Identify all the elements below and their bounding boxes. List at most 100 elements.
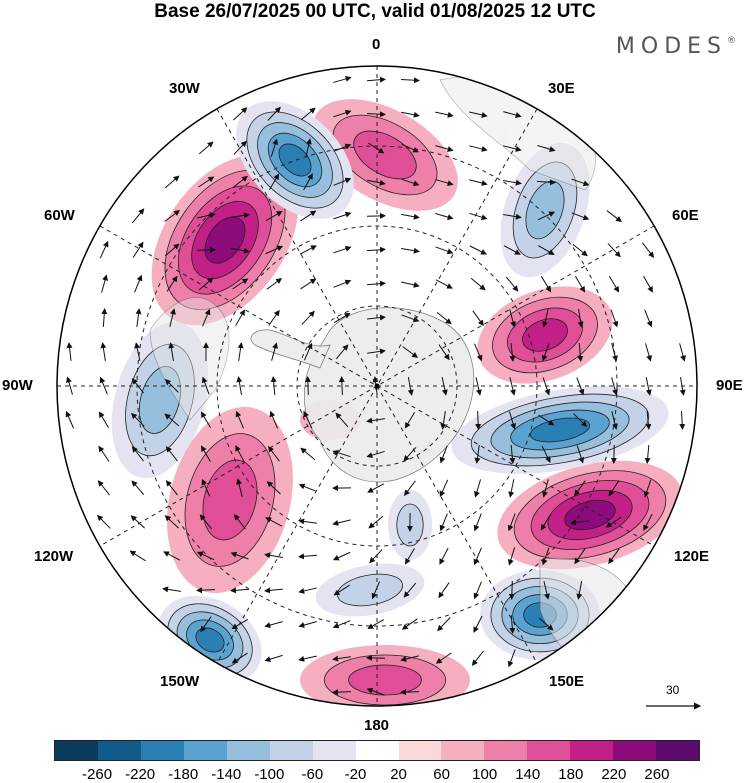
wind-vector <box>611 343 618 362</box>
wind-vector <box>605 516 622 528</box>
wind-vector <box>232 278 249 290</box>
colorbar-bin-0 <box>55 741 98 760</box>
wind-vector <box>571 212 590 221</box>
wind-vector <box>201 478 211 497</box>
lon-label-120e: 120E <box>674 548 710 565</box>
wind-vector <box>332 620 351 629</box>
wind-vector <box>335 412 349 428</box>
wind-vector <box>165 480 178 496</box>
wind-vector <box>541 445 551 463</box>
anomaly-contour <box>195 627 225 653</box>
wind-vector <box>475 410 482 430</box>
wind-vector <box>268 309 280 326</box>
colorbar-tick-label: -260 <box>82 766 113 783</box>
wind-vector <box>679 410 686 430</box>
wind-vector <box>438 582 450 599</box>
anomaly-contour <box>348 664 422 696</box>
wind-vector <box>233 140 247 155</box>
wind-vector <box>131 480 145 496</box>
wind-vector <box>169 308 176 327</box>
wind-vector <box>572 243 588 257</box>
wind-vector <box>132 241 144 258</box>
wind-vector <box>200 411 211 429</box>
wind-vector <box>470 277 486 291</box>
colorbar-tick-label: 180 <box>558 766 584 783</box>
wind-vector <box>404 547 415 565</box>
wind-vector <box>643 275 653 293</box>
wind-vector <box>129 550 146 562</box>
wind-vector <box>333 76 352 83</box>
wind-vector <box>333 245 352 254</box>
wind-vector <box>571 178 590 187</box>
wind-vector <box>303 342 313 361</box>
colorbar-bin-12 <box>570 741 614 760</box>
wind-vector <box>469 145 488 152</box>
wind-vector <box>469 212 488 221</box>
wind-vector <box>196 551 215 561</box>
wind-vector <box>369 549 383 564</box>
wind-vector <box>471 650 484 666</box>
wind-vector <box>540 276 552 293</box>
wind-vector <box>198 277 214 291</box>
wind-vector <box>509 614 516 634</box>
wind-vector <box>338 376 345 396</box>
wind-vector <box>435 145 454 152</box>
wind-vector <box>509 377 516 396</box>
reference-vector-label: 30 <box>666 683 680 697</box>
anomaly-contour <box>353 130 417 180</box>
wind-vector <box>230 551 249 560</box>
colorbar-tick-label: 60 <box>433 766 450 783</box>
wind-vector <box>266 210 283 222</box>
wind-vector <box>237 342 244 361</box>
wind-vector <box>130 412 145 427</box>
wind-vector <box>66 376 73 395</box>
colorbar <box>54 740 700 761</box>
wind-vector <box>537 245 555 255</box>
wind-vector <box>537 145 556 152</box>
wind-vector <box>264 587 284 594</box>
wind-vector <box>439 547 449 565</box>
anomaly-contour <box>522 318 568 352</box>
wind-vector <box>65 410 75 429</box>
pole-marker <box>374 383 380 389</box>
wind-vector <box>334 312 351 324</box>
wind-vector <box>440 411 447 430</box>
wind-vector <box>608 276 620 293</box>
wind-vector <box>509 309 516 328</box>
wind-vector <box>577 342 584 362</box>
wind-vector <box>439 513 448 532</box>
wind-vector <box>134 342 141 361</box>
wind-vector <box>400 655 419 662</box>
wind-vector <box>165 446 178 462</box>
wind-vector <box>264 552 283 559</box>
wind-vector <box>201 376 210 395</box>
wind-vector <box>366 280 386 287</box>
wind-vector <box>235 410 244 429</box>
wind-vector <box>439 445 448 464</box>
wind-vector <box>401 178 420 187</box>
wind-vector <box>611 411 618 430</box>
wind-vector <box>536 179 556 186</box>
wind-vector <box>236 376 243 395</box>
colorbar-bin-4 <box>226 741 270 760</box>
wind-vector <box>401 111 420 118</box>
wind-vector <box>541 343 550 362</box>
wind-vector <box>101 274 108 293</box>
wind-vector <box>542 479 549 498</box>
wind-vector <box>469 179 488 186</box>
wind-vector <box>198 141 214 155</box>
wind-vector <box>196 587 216 594</box>
wind-vector <box>298 587 317 594</box>
wind-vector <box>202 308 211 327</box>
wind-vector <box>542 309 549 328</box>
wind-vector <box>538 414 555 426</box>
colorbar-bin-11 <box>527 741 571 760</box>
wind-vector <box>645 343 652 362</box>
south-america-land <box>149 297 230 421</box>
colorbar-tick-label: -180 <box>168 766 199 783</box>
wind-vector <box>507 513 516 532</box>
colorbar-tick-label: -20 <box>344 766 367 783</box>
wind-vector <box>332 689 352 696</box>
wind-vector <box>366 417 385 424</box>
wind-vector <box>199 514 213 530</box>
